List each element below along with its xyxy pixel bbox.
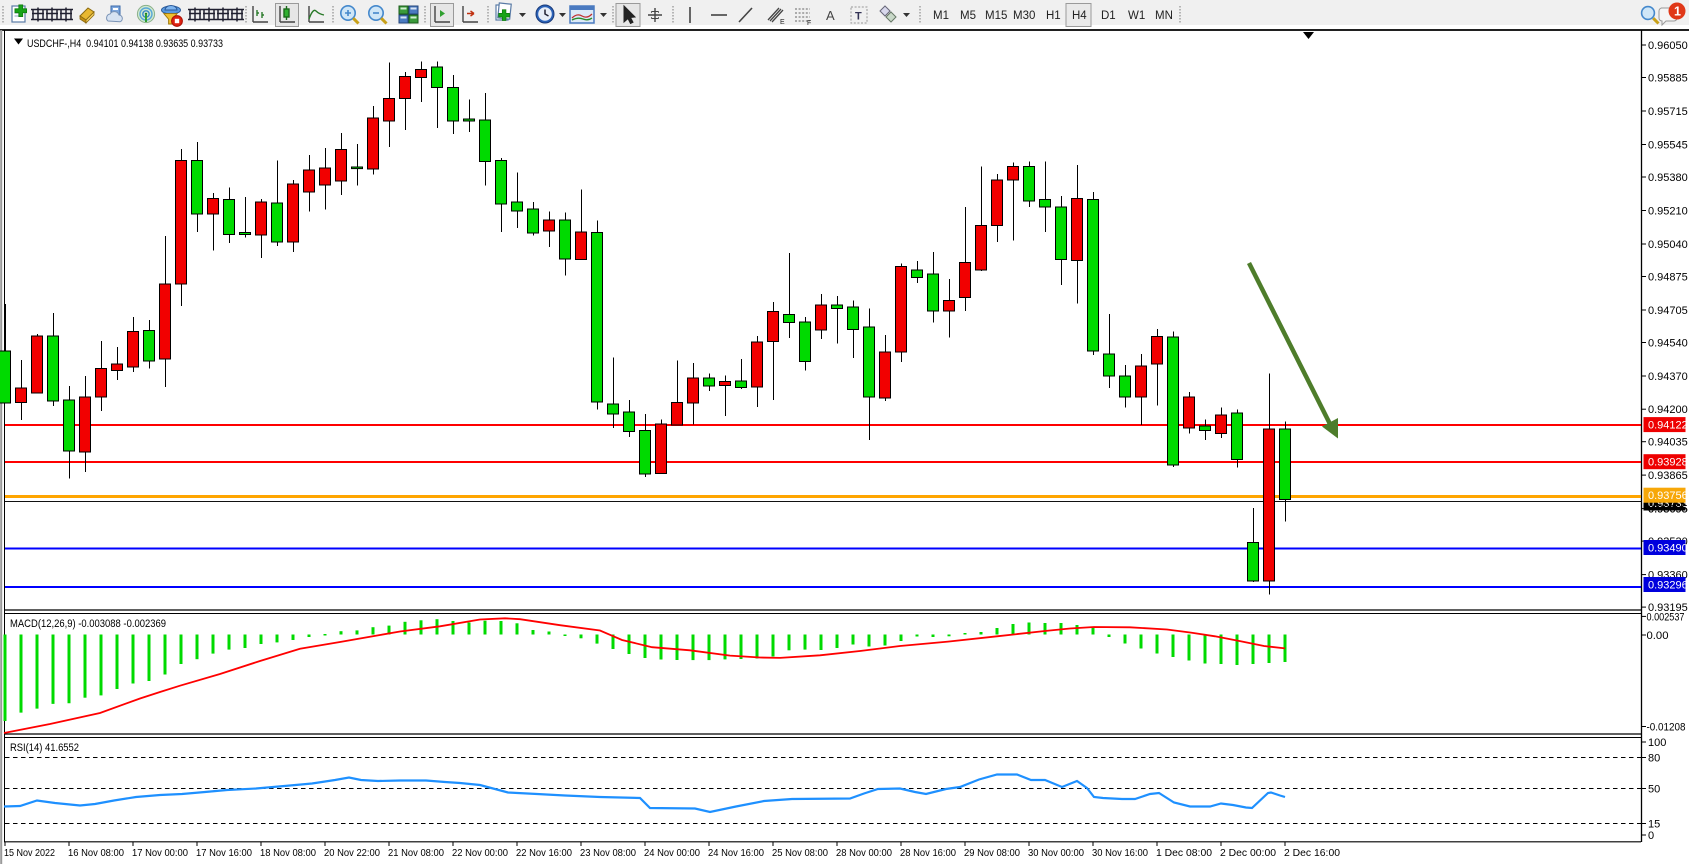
svg-text:W1: W1 bbox=[1128, 10, 1145, 22]
svg-text:T: T bbox=[855, 11, 862, 23]
svg-text:0.00: 0.00 bbox=[1647, 630, 1669, 642]
svg-text:0.93928: 0.93928 bbox=[1648, 457, 1688, 469]
svg-text:0.95380: 0.95380 bbox=[1648, 172, 1688, 184]
svg-text:50: 50 bbox=[1648, 784, 1660, 796]
svg-text:24 Nov 16:00: 24 Nov 16:00 bbox=[708, 847, 764, 859]
svg-text:0.95715: 0.95715 bbox=[1648, 106, 1688, 118]
svg-text:MACD(12,26,9) -0.003088 -0.002: MACD(12,26,9) -0.003088 -0.002369 bbox=[10, 618, 166, 630]
svg-text:0.94540: 0.94540 bbox=[1648, 338, 1688, 350]
svg-text:M30: M30 bbox=[1013, 10, 1035, 22]
svg-text:0.93865: 0.93865 bbox=[1648, 470, 1688, 482]
svg-text:0.93695: 0.93695 bbox=[1648, 504, 1688, 516]
svg-text:0.94200: 0.94200 bbox=[1648, 404, 1688, 416]
svg-text:1: 1 bbox=[1674, 5, 1681, 19]
svg-text:0.94122: 0.94122 bbox=[1648, 420, 1688, 432]
svg-text:0.95210: 0.95210 bbox=[1648, 206, 1688, 218]
svg-text:30 Nov 00:00: 30 Nov 00:00 bbox=[1028, 847, 1084, 859]
svg-text:USDCHF-,H4 0.94101 0.94138 0.: USDCHF-,H4 0.94101 0.94138 0.93635 0.937… bbox=[27, 38, 223, 50]
svg-text:0.93296: 0.93296 bbox=[1648, 580, 1688, 592]
svg-text:0.96050: 0.96050 bbox=[1648, 40, 1688, 52]
svg-text:0.002537: 0.002537 bbox=[1647, 611, 1685, 623]
svg-text:0.94875: 0.94875 bbox=[1648, 272, 1688, 284]
svg-text:0.94370: 0.94370 bbox=[1648, 371, 1688, 383]
svg-text:D1: D1 bbox=[1101, 10, 1116, 22]
svg-text:0.95545: 0.95545 bbox=[1648, 140, 1688, 152]
svg-text:80: 80 bbox=[1648, 753, 1660, 765]
svg-text:H4: H4 bbox=[1072, 10, 1087, 22]
svg-text:0.95885: 0.95885 bbox=[1648, 73, 1688, 85]
svg-text:H1: H1 bbox=[1046, 10, 1061, 22]
svg-text:22 Nov 00:00: 22 Nov 00:00 bbox=[452, 847, 508, 859]
svg-text:30 Nov 16:00: 30 Nov 16:00 bbox=[1092, 847, 1148, 859]
svg-text:16 Nov 08:00: 16 Nov 08:00 bbox=[68, 847, 124, 859]
svg-text:15: 15 bbox=[1648, 819, 1660, 831]
svg-text:23 Nov 08:00: 23 Nov 08:00 bbox=[580, 847, 636, 859]
svg-text:1 Dec 08:00: 1 Dec 08:00 bbox=[1156, 847, 1212, 859]
svg-text:F: F bbox=[807, 20, 811, 27]
svg-text:0.94035: 0.94035 bbox=[1648, 437, 1688, 449]
svg-text:17 Nov 16:00: 17 Nov 16:00 bbox=[196, 847, 252, 859]
svg-text:A: A bbox=[826, 8, 835, 23]
svg-text:MN: MN bbox=[1155, 10, 1173, 22]
svg-text:29 Nov 08:00: 29 Nov 08:00 bbox=[964, 847, 1020, 859]
svg-text:-0.01208: -0.01208 bbox=[1647, 722, 1686, 734]
svg-text:0.95040: 0.95040 bbox=[1648, 239, 1688, 251]
svg-text:21 Nov 08:00: 21 Nov 08:00 bbox=[388, 847, 444, 859]
svg-text:15 Nov 2022: 15 Nov 2022 bbox=[4, 847, 55, 859]
svg-text:28 Nov 00:00: 28 Nov 00:00 bbox=[836, 847, 892, 859]
svg-text:RSI(14) 41.6552: RSI(14) 41.6552 bbox=[10, 742, 79, 754]
svg-text:M15: M15 bbox=[985, 10, 1007, 22]
svg-text:0.94705: 0.94705 bbox=[1648, 305, 1688, 317]
svg-text:100: 100 bbox=[1648, 737, 1666, 749]
svg-text:17 Nov 00:00: 17 Nov 00:00 bbox=[132, 847, 188, 859]
svg-text:0.93195: 0.93195 bbox=[1648, 602, 1688, 614]
svg-text:M1: M1 bbox=[933, 10, 949, 22]
svg-text:24 Nov 00:00: 24 Nov 00:00 bbox=[644, 847, 700, 859]
svg-text:0: 0 bbox=[1648, 830, 1654, 842]
svg-text:2 Dec 00:00: 2 Dec 00:00 bbox=[1220, 847, 1276, 859]
svg-text:20 Nov 22:00: 20 Nov 22:00 bbox=[324, 847, 380, 859]
svg-text:0.93490: 0.93490 bbox=[1648, 543, 1688, 555]
svg-text:18 Nov 08:00: 18 Nov 08:00 bbox=[260, 847, 316, 859]
svg-text:28 Nov 16:00: 28 Nov 16:00 bbox=[900, 847, 956, 859]
svg-text:M5: M5 bbox=[960, 10, 976, 22]
svg-text:E: E bbox=[780, 19, 785, 26]
svg-text:25 Nov 08:00: 25 Nov 08:00 bbox=[772, 847, 828, 859]
svg-text:22 Nov 16:00: 22 Nov 16:00 bbox=[516, 847, 572, 859]
svg-text:2 Dec 16:00: 2 Dec 16:00 bbox=[1284, 847, 1340, 859]
svg-text:0.93756: 0.93756 bbox=[1648, 490, 1688, 502]
